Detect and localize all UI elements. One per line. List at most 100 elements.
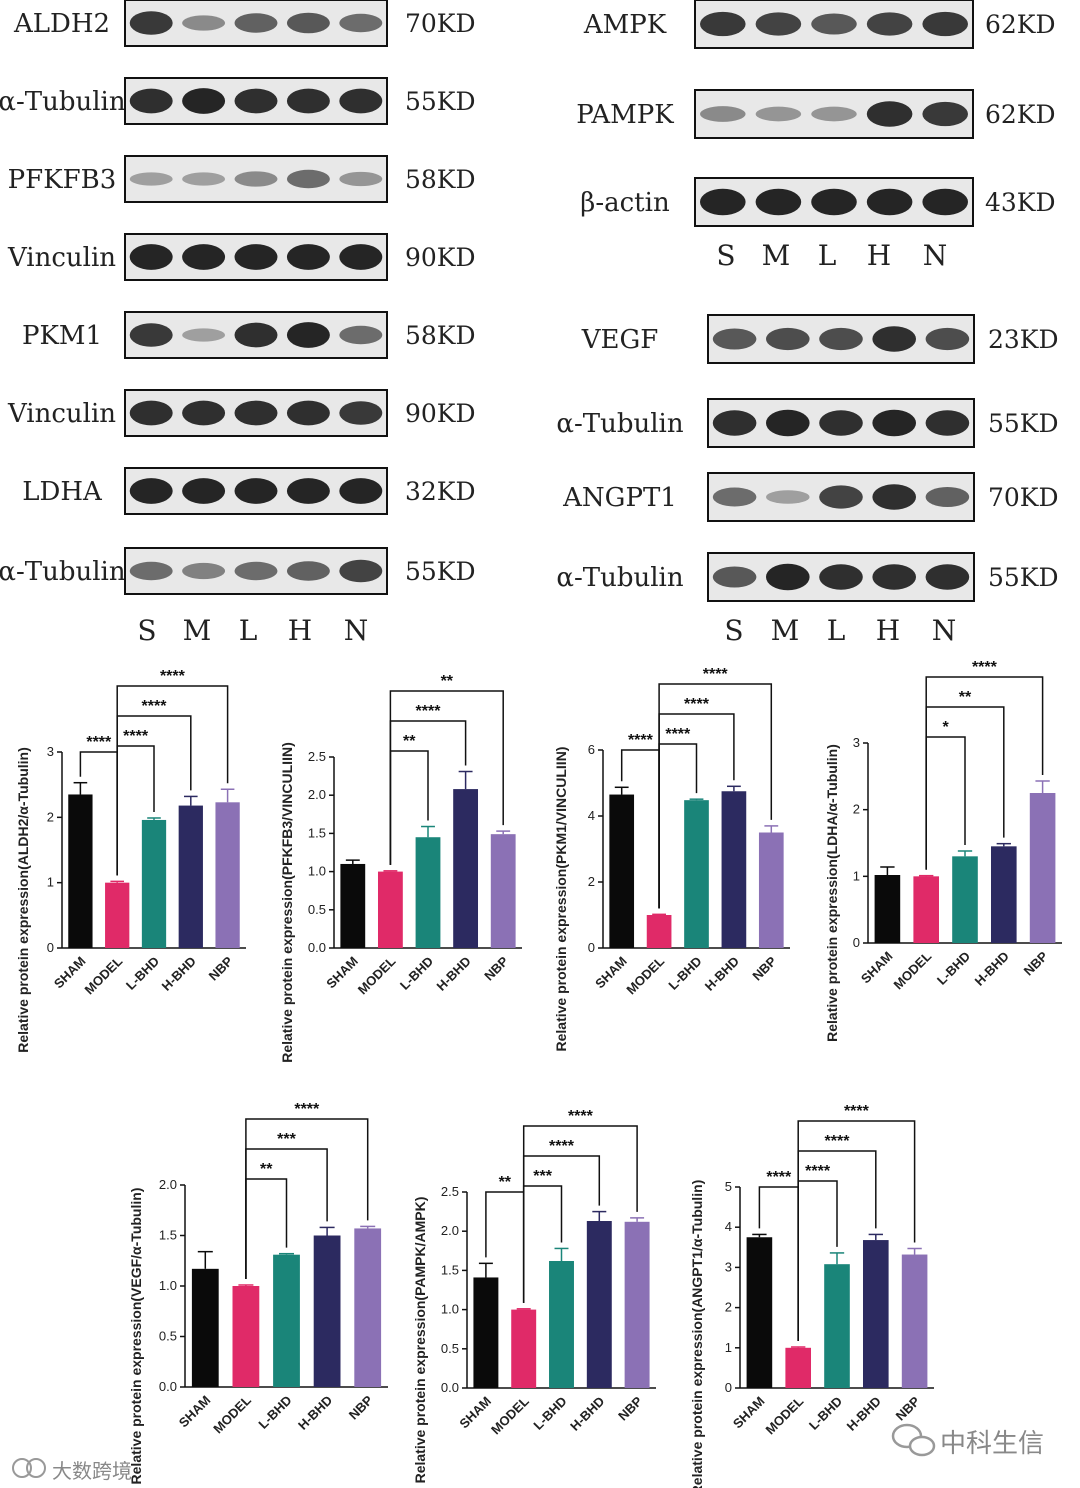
y-axis-label: Relative protein expression(PAMPK/AMPK) <box>412 1197 428 1484</box>
blot-band <box>182 562 226 580</box>
blot-band <box>866 101 913 127</box>
category-label: L-BHD <box>530 1394 569 1433</box>
blot-band <box>339 171 383 187</box>
blot-row-label: α-Tubulin <box>556 409 683 439</box>
category-label: L-BHD <box>934 949 973 988</box>
significance-label: ** <box>959 689 972 706</box>
blot-kd-label: 23KD <box>988 325 1059 354</box>
blot-row-label: LDHA <box>22 477 103 507</box>
significance-label: **** <box>766 1169 792 1186</box>
blot-lane-label: N <box>344 614 369 647</box>
blot-band <box>922 101 968 127</box>
bar <box>232 1286 260 1387</box>
blot-band <box>819 564 863 590</box>
category-label: H-BHD <box>567 1394 607 1434</box>
category-label: MODEL <box>355 953 399 997</box>
bar <box>874 875 901 943</box>
blot-lane-label: M <box>771 614 800 647</box>
watermark-left: 大数跨境 <box>12 1458 132 1483</box>
blot-kd-label: 55KD <box>988 563 1059 592</box>
category-label: NBP <box>893 1393 923 1423</box>
y-tick-label: 1.5 <box>308 825 326 840</box>
blot-row-label: β-actin <box>580 188 670 218</box>
y-axis-label: Relative protein expression(VEGF/α-Tubul… <box>128 1188 144 1485</box>
blot-band <box>286 88 330 114</box>
watermark-left-text: 大数跨境 <box>52 1459 132 1483</box>
category-label: L-BHD <box>255 1393 294 1432</box>
blot-band <box>182 88 226 114</box>
blot-kd-label: 62KD <box>985 100 1056 129</box>
category-label: H-BHD <box>295 1393 335 1433</box>
significance-label: ** <box>403 733 416 750</box>
blot-band <box>819 410 863 436</box>
blot-band <box>234 322 278 348</box>
blot-kd-label: 90KD <box>405 399 476 428</box>
bar <box>511 1309 537 1388</box>
blot-row-label: α-Tubulin <box>0 557 126 587</box>
category-label: SHAM <box>858 949 896 987</box>
y-axis-label: Relative protein expression(ANGPT1/α-Tub… <box>689 1180 705 1488</box>
blot-band <box>922 188 968 216</box>
blot-lane-label: M <box>183 614 212 647</box>
watermark-right: 中科生信 <box>891 1423 1044 1459</box>
bar <box>646 915 672 948</box>
y-tick-label: 2.5 <box>308 749 326 764</box>
bar <box>746 1237 773 1388</box>
blot-band <box>339 244 383 270</box>
y-tick-label: 2 <box>853 802 860 817</box>
blot-lane-label: S <box>716 239 735 272</box>
significance-bracket <box>245 1178 288 1279</box>
significance-label: *** <box>533 1168 552 1185</box>
blot-kd-label: 70KD <box>988 483 1059 512</box>
y-tick-label: 0 <box>853 935 860 950</box>
blot-band <box>234 561 278 581</box>
bar <box>758 832 784 948</box>
blot-band <box>234 244 278 270</box>
bar <box>1029 793 1056 943</box>
significance-label: **** <box>665 726 691 743</box>
blot-band <box>811 106 857 122</box>
category-label: L-BHD <box>123 954 162 993</box>
blot-band <box>925 486 970 508</box>
category-label: NBP <box>346 1392 376 1422</box>
blot-band <box>286 169 330 189</box>
significance-label: **** <box>684 696 710 713</box>
category-label: NBP <box>481 953 511 983</box>
blot-band <box>712 566 757 588</box>
significance-label: **** <box>123 728 149 745</box>
blot-band <box>755 106 802 122</box>
bar <box>340 863 366 948</box>
blot-row-label: PKM1 <box>22 321 102 351</box>
bar <box>215 802 240 948</box>
significance-label: ** <box>441 673 454 690</box>
blot-band <box>755 12 802 36</box>
y-tick-label: 2.5 <box>441 1184 459 1199</box>
significance-label: **** <box>568 1108 594 1125</box>
y-tick-label: 1.5 <box>441 1262 459 1277</box>
y-tick-label: 5 <box>725 1179 732 1194</box>
blot-band <box>765 327 810 351</box>
blot-band <box>925 410 970 436</box>
blot-band <box>234 88 278 114</box>
y-axis-label: Relative protein expression(LDHA/α-Tubul… <box>824 744 840 1042</box>
significance-label: **** <box>160 668 186 685</box>
category-label: SHAM <box>730 1394 768 1432</box>
blot-band <box>182 15 226 31</box>
blot-band <box>925 564 970 590</box>
significance-label: **** <box>825 1133 851 1150</box>
blot-band <box>765 490 810 504</box>
blot-lane-label: H <box>288 614 312 647</box>
blot-band <box>925 327 970 351</box>
bar <box>68 794 93 948</box>
blot-lane-label: M <box>762 239 791 272</box>
significance-label: **** <box>844 1103 870 1120</box>
y-axis-label: Relative protein expression(PFKFB3/VINCU… <box>279 742 295 1063</box>
bar <box>586 1221 612 1388</box>
blot-row-label: α-Tubulin <box>556 563 683 593</box>
blot-kd-label: 62KD <box>985 10 1056 39</box>
blot-row-label: PAMPK <box>576 100 674 130</box>
significance-label: **** <box>86 734 112 751</box>
significance-bracket <box>116 685 229 876</box>
